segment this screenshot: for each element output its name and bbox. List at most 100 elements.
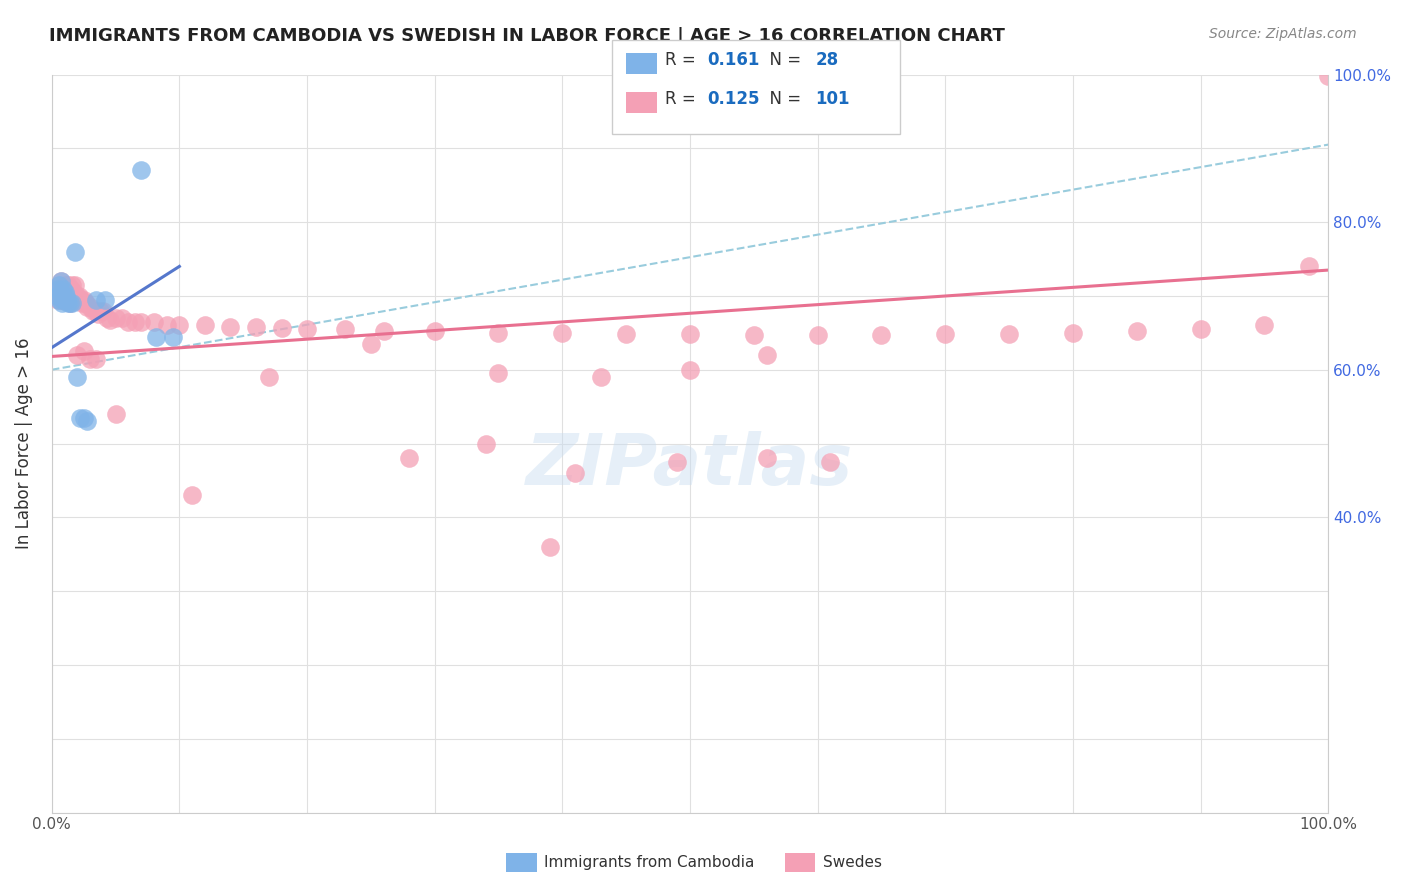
Point [55, 293, 77, 307]
Point [51, 281, 73, 295]
Point [145, 329, 167, 343]
Point [56, 293, 79, 307]
Point [86, 307, 108, 321]
Text: 28: 28 [815, 51, 838, 69]
Point [84, 303, 107, 318]
Point [56, 293, 79, 307]
Point [755, 451, 778, 466]
Point [538, 540, 561, 554]
Point [76, 414, 98, 428]
Point [124, 315, 146, 329]
Point [89, 303, 111, 318]
Point [49, 285, 72, 300]
Point [76, 300, 98, 314]
Point [245, 320, 267, 334]
Point [59, 285, 82, 300]
Point [129, 163, 152, 178]
Point [51, 296, 73, 310]
Point [219, 320, 242, 334]
Point [488, 326, 510, 340]
Point [104, 311, 127, 326]
Point [69, 293, 91, 307]
Point [59, 296, 82, 310]
Text: Swedes: Swedes [823, 855, 882, 870]
Point [58, 277, 80, 292]
Point [564, 466, 586, 480]
Point [423, 324, 446, 338]
Point [270, 321, 292, 335]
Point [806, 328, 828, 343]
Point [96, 311, 118, 326]
Point [335, 322, 357, 336]
Point [1062, 326, 1084, 340]
Point [48, 281, 70, 295]
Point [53, 277, 76, 292]
Point [45, 289, 67, 303]
Point [79, 351, 101, 366]
Point [162, 329, 184, 343]
Point [52, 293, 75, 307]
Point [58, 296, 80, 310]
Point [65, 289, 87, 303]
Point [679, 362, 702, 376]
Point [111, 311, 134, 326]
Point [360, 337, 382, 351]
Point [48, 289, 70, 303]
Text: R =: R = [665, 51, 702, 69]
Point [60, 277, 83, 292]
Point [63, 244, 86, 259]
Point [46, 281, 69, 295]
Text: IMMIGRANTS FROM CAMBODIA VS SWEDISH IN LABOR FORCE | AGE > 16 CORRELATION CHART: IMMIGRANTS FROM CAMBODIA VS SWEDISH IN L… [49, 27, 1005, 45]
Text: Immigrants from Cambodia: Immigrants from Cambodia [544, 855, 755, 870]
Point [742, 328, 765, 343]
Point [48, 293, 70, 307]
Point [755, 348, 778, 362]
Point [181, 488, 204, 502]
Point [257, 370, 280, 384]
Point [52, 285, 75, 300]
Point [45, 285, 67, 300]
Point [295, 322, 318, 336]
Point [117, 315, 139, 329]
Point [551, 326, 574, 340]
Point [62, 285, 84, 300]
Point [820, 455, 842, 469]
Point [53, 285, 76, 300]
Point [100, 312, 122, 326]
Point [69, 410, 91, 425]
Point [49, 289, 72, 303]
Text: N =: N = [759, 90, 807, 108]
Point [52, 281, 75, 295]
Point [589, 370, 612, 384]
Point [679, 327, 702, 342]
Point [46, 289, 69, 303]
Point [59, 281, 82, 295]
Point [194, 318, 217, 333]
Point [474, 436, 496, 450]
Point [67, 289, 90, 303]
Point [58, 289, 80, 303]
Point [46, 293, 69, 307]
Point [142, 315, 165, 329]
Point [70, 293, 93, 307]
Point [49, 274, 72, 288]
Point [1125, 324, 1147, 338]
Text: N =: N = [759, 51, 807, 69]
Point [66, 289, 89, 303]
Point [86, 351, 108, 366]
Point [156, 318, 179, 333]
Point [398, 451, 420, 466]
Point [998, 326, 1021, 341]
Point [82, 303, 104, 318]
Text: R =: R = [665, 90, 702, 108]
Text: 0.125: 0.125 [707, 90, 759, 108]
Point [51, 289, 73, 303]
Point [55, 289, 77, 303]
Point [59, 296, 82, 310]
Point [63, 293, 86, 307]
Point [63, 277, 86, 292]
Point [66, 370, 89, 384]
Text: 101: 101 [815, 90, 851, 108]
Point [129, 315, 152, 329]
Point [53, 293, 76, 307]
